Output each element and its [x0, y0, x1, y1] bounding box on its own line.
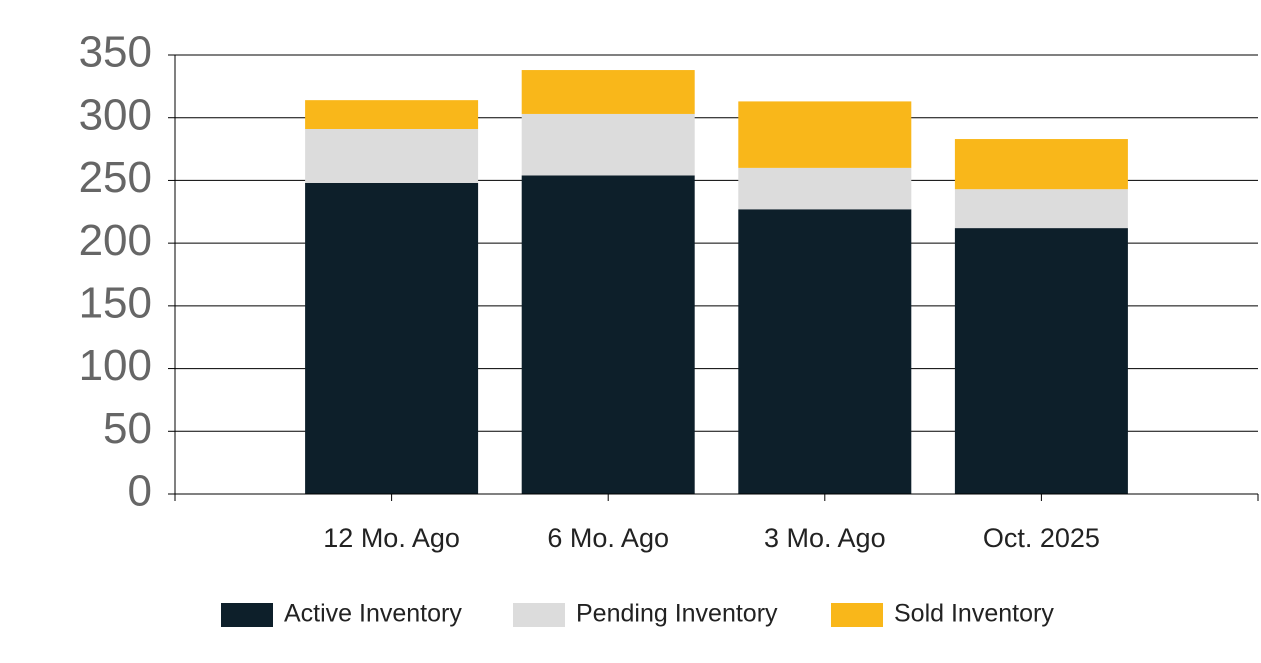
- x-tick-label: 3 Mo. Ago: [764, 523, 886, 553]
- bar-segment: [954, 228, 1128, 494]
- legend-label: Active Inventory: [284, 600, 462, 628]
- bar-segment: [738, 167, 912, 210]
- bar-segment: [738, 209, 912, 494]
- bar-segment: [521, 113, 695, 176]
- legend-swatch: [221, 603, 273, 627]
- y-tick-label: 350: [79, 28, 152, 77]
- x-tick-label: Oct. 2025: [983, 523, 1100, 553]
- bar-segment: [305, 182, 479, 495]
- bar-segment: [521, 70, 695, 114]
- bar-segment: [305, 100, 479, 130]
- legend-swatch: [513, 603, 565, 627]
- legend-label: Pending Inventory: [576, 600, 778, 628]
- y-tick-label: 0: [128, 467, 152, 516]
- legend-swatch: [831, 603, 883, 627]
- bar-segment: [521, 175, 695, 494]
- y-tick-label: 250: [79, 153, 152, 202]
- bar-segment: [954, 139, 1128, 190]
- legend-label: Sold Inventory: [894, 600, 1054, 628]
- y-tick-label: 300: [79, 90, 152, 139]
- bar-segment: [954, 189, 1128, 229]
- y-tick-label: 50: [103, 404, 152, 453]
- x-tick-label: 12 Mo. Ago: [323, 523, 460, 553]
- x-tick-label: 6 Mo. Ago: [547, 523, 669, 553]
- bar-segment: [305, 129, 479, 183]
- y-tick-label: 200: [79, 216, 152, 265]
- bar-segment: [738, 101, 912, 168]
- y-tick-label: 150: [79, 278, 152, 327]
- y-tick-label: 100: [79, 341, 152, 390]
